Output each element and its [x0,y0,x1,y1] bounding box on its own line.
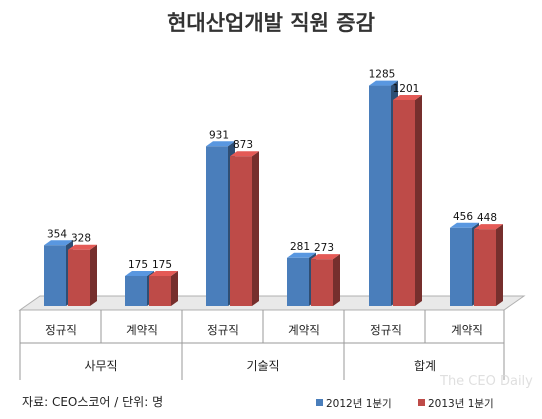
bar-side [415,94,422,307]
bar-front [369,85,391,306]
legend: 2012년 1분기 2013년 1분기 [316,398,494,410]
category-label: 정규직 [207,323,239,337]
bar-side [171,270,178,306]
chart-title: 현대산업개발 직원 증감 [167,11,375,35]
value-label: 273 [314,242,334,254]
bar-top [125,270,154,276]
bar-top [393,94,422,100]
legend-swatch-2013 [418,399,425,406]
category-label: 계약직 [126,323,158,337]
bar-top [230,151,259,157]
bar-2013-0 [68,244,97,306]
value-label: 931 [209,129,229,141]
value-label: 175 [128,259,148,271]
bar-front [230,156,252,306]
bar-top [44,240,73,246]
bar-front [68,249,90,306]
value-label: 175 [152,259,172,271]
value-label-group: 354 175 931 281 1285 456 328 175 873 273 1201 448 [47,69,497,271]
bar-2013-3 [311,254,340,306]
legend-swatch-2012 [316,399,323,406]
value-label: 354 [47,228,67,240]
value-label: 1201 [393,83,420,95]
bar-2013-5 [474,224,503,306]
legend-label-2013: 2013년 1분기 [428,398,494,410]
bar-front [206,146,228,306]
value-label: 456 [453,211,473,223]
bar-front [311,259,333,306]
group-label: 사무직 [84,359,117,373]
group-label: 기술직 [246,359,279,373]
value-label: 328 [71,233,91,245]
bar-front [149,275,171,306]
bar-front [393,99,415,307]
legend-label-2012: 2012년 1분기 [326,398,392,410]
bar-side [90,244,97,306]
bar-front [44,245,66,306]
bar-front [474,229,496,306]
bar-top [68,244,97,250]
bar-front [450,227,472,306]
category-label: 계약직 [451,323,483,337]
bar-side [333,254,340,306]
bar-group [44,80,503,307]
bar-front [287,257,309,306]
bar-2013-4 [393,94,422,307]
bar-2013-1 [149,270,178,306]
bar-top [206,141,235,147]
bar-top [369,80,398,86]
bar-2013-2 [230,151,259,306]
bar-front [125,275,147,306]
bar-top [311,254,340,260]
bar-top [149,270,178,276]
value-label: 873 [233,139,253,151]
bar-side [252,151,259,306]
category-label: 정규직 [370,323,402,337]
watermark: The CEO Daily [439,374,533,389]
value-label: 1285 [369,69,396,81]
group-label: 합계 [414,359,436,373]
source-note: 자료: CEO스코어 / 단위: 명 [22,395,163,409]
bar-top [287,252,316,258]
category-label: 계약직 [288,323,320,337]
value-label: 281 [290,241,310,253]
bar-top [474,224,503,230]
bar-side [496,224,503,306]
category-label: 정규직 [45,323,77,337]
value-label: 448 [477,212,497,224]
bar-top [450,222,479,228]
